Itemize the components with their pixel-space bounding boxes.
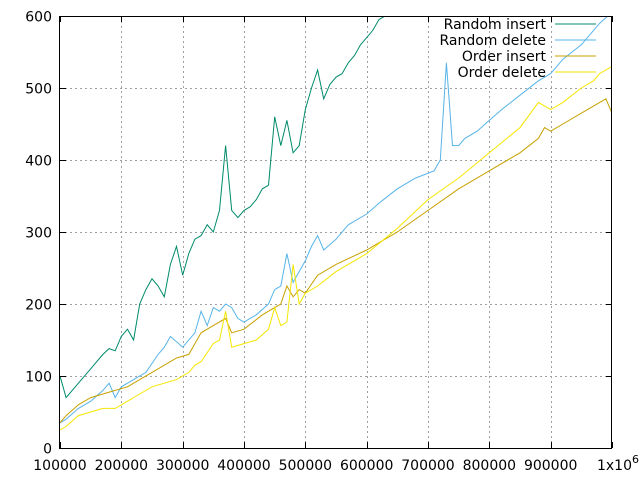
series-line-3: [60, 65, 612, 431]
x-tick-label: 100000: [33, 458, 86, 474]
x-tick-label: 900000: [524, 458, 577, 474]
x-tick-label-last: 1x106: [597, 453, 639, 474]
x-tick-label: 500000: [279, 458, 332, 474]
y-tick-label: 0: [43, 442, 52, 458]
y-tick-label: 300: [25, 226, 52, 242]
y-tick-label: 600: [25, 10, 52, 26]
y-tick-label: 500: [25, 82, 52, 98]
y-axis-tick-labels: 0 100 200 300 400 500 600: [25, 10, 52, 458]
x-tick-label: 700000: [401, 458, 454, 474]
x-tick-label: 600000: [340, 458, 393, 474]
series-line-0: [60, 16, 386, 399]
x-tick-label: 200000: [95, 458, 148, 474]
legend-label-1: Random delete: [439, 33, 546, 49]
x-tick-label: 800000: [463, 458, 516, 474]
series-line-1: [60, 16, 609, 424]
x-tick-label: 300000: [156, 458, 209, 474]
legend-label-3: Order delete: [458, 65, 546, 81]
series-line-2: [60, 98, 612, 424]
legend-label-2: Order insert: [462, 49, 547, 65]
grid-lines: [60, 16, 612, 448]
y-tick-label: 100: [25, 370, 52, 386]
y-tick-label: 200: [25, 298, 52, 314]
x-tick-label: 400000: [217, 458, 270, 474]
y-tick-label: 400: [25, 154, 52, 170]
series-lines: [60, 16, 612, 431]
x-axis-tick-labels: 100000 200000 300000 400000 500000 600000 7000…: [33, 453, 639, 474]
axis-ticks: [60, 16, 613, 449]
legend-label-0: Random insert: [444, 17, 547, 33]
